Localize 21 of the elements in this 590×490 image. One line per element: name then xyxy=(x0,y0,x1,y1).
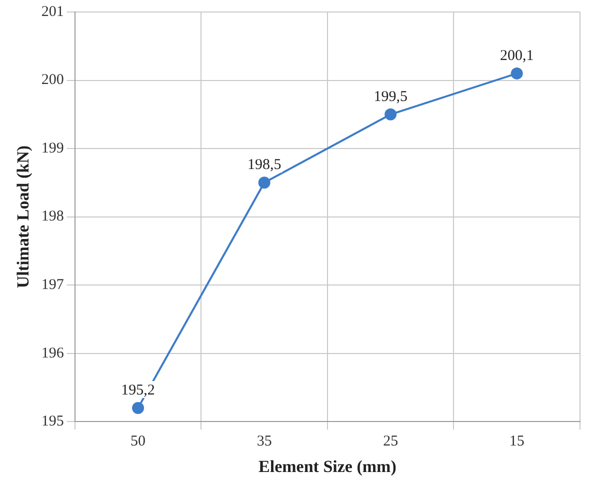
y-tick-label: 196 xyxy=(41,345,64,362)
x-tick-label: 15 xyxy=(509,434,524,450)
data-label: 200,1 xyxy=(500,48,534,64)
x-axis-title: Element Size (mm) xyxy=(258,457,396,476)
data-label: 199,5 xyxy=(374,88,408,105)
data-label: 198,5 xyxy=(247,157,282,174)
point xyxy=(258,176,270,189)
point xyxy=(384,108,397,120)
y-tick-label: 201 xyxy=(41,4,64,20)
data-label: 195,2 xyxy=(121,382,155,398)
x-tick-label: 35 xyxy=(256,434,272,450)
y-tick-label: 200 xyxy=(41,72,64,88)
point xyxy=(510,67,523,80)
x-tick-label: 25 xyxy=(383,434,398,450)
y-tick-label: 199 xyxy=(41,140,64,156)
y-axis-title: Ultimate Load (kN) xyxy=(14,145,33,288)
x-tick-label: 50 xyxy=(130,434,146,450)
y-tick-label: 198 xyxy=(41,208,64,225)
y-tick-label: 195 xyxy=(41,414,64,430)
y-tick-label: 197 xyxy=(41,277,64,294)
point xyxy=(132,402,144,414)
